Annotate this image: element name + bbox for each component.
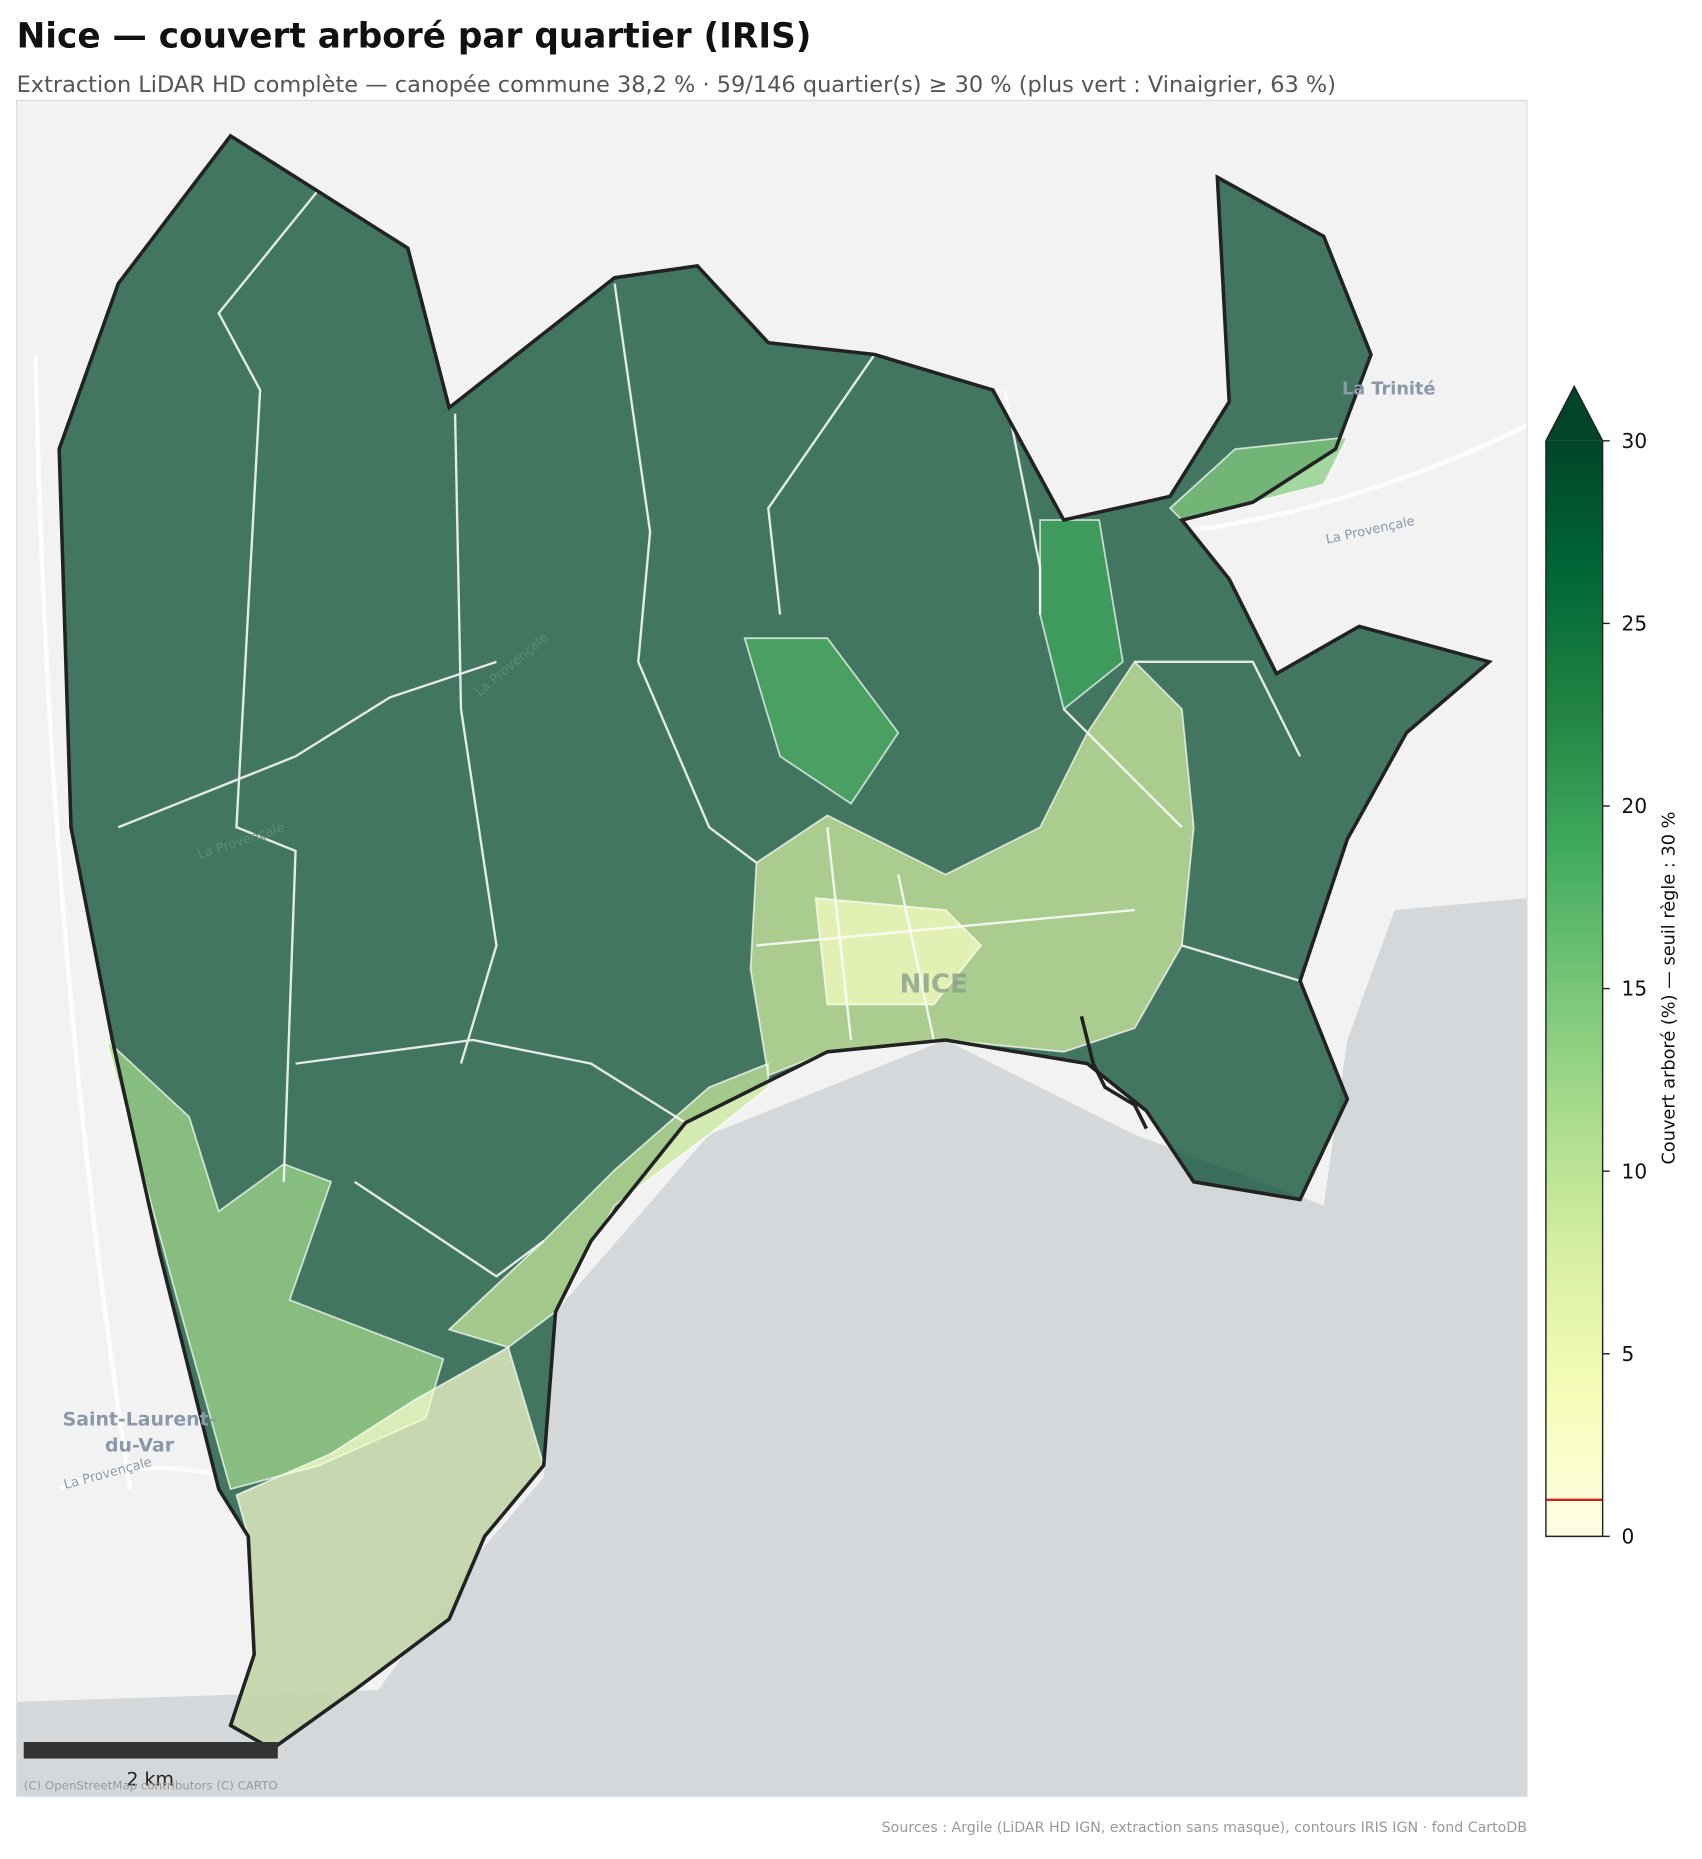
district (814, 897, 983, 1006)
map-frame (16, 99, 1528, 1797)
roads (33, 354, 1527, 1492)
colorbar-extension (1545, 386, 1603, 441)
district (743, 637, 900, 805)
scale-bar (23, 1742, 278, 1759)
colorbar-label: Couvert arboré (%) — seuil règle : 30 % (1660, 812, 1680, 1165)
sources: Sources : Argile (LiDAR HD IGN, extracti… (882, 1820, 1527, 1836)
district-borders (117, 188, 1302, 1278)
city-label: NICE (900, 970, 968, 1000)
map: La Trinité La Provençale La Provençale L… (16, 100, 1527, 1797)
colorbar-tick-label: 5 (1622, 1342, 1635, 1366)
colorbar-tick-label: 20 (1622, 794, 1648, 818)
district (104, 1037, 445, 1491)
district (447, 1062, 770, 1349)
colorbar-tick-label: 15 (1622, 977, 1648, 1001)
zones (58, 134, 1492, 1751)
subtitle: Extraction LiDAR HD complète — canopée c… (17, 72, 1336, 98)
title: Nice — couvert arboré par quartier (IRIS… (17, 16, 812, 56)
colorbar-ramp (1545, 440, 1603, 1537)
colorbar-tick-label: 0 (1622, 1524, 1635, 1548)
port-outline (1079, 1015, 1149, 1130)
place-label: La Trinité (1342, 380, 1436, 400)
colorbar-tick-label: 30 (1622, 429, 1648, 453)
scale-bar-label: 2 km (126, 1769, 173, 1791)
colorbar-tick-label: 25 (1622, 612, 1648, 636)
place-label: Saint-Laurent- (63, 1408, 217, 1430)
commune-outline (57, 133, 1493, 1752)
attribution: (C) OpenStreetMap contributors (C) CARTO (24, 1778, 278, 1792)
colorbar-tick-label: 10 (1622, 1159, 1648, 1183)
place-label: du-Var (105, 1434, 175, 1456)
sea (16, 898, 1527, 1797)
colorbar: 0 5 10 15 20 25 30 Couvert arboré (%) — seuil r… (1545, 384, 1680, 1548)
